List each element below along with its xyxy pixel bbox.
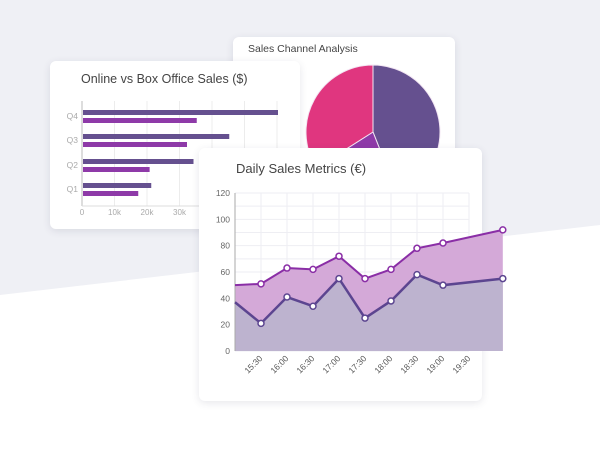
bar-y-tick: Q2 <box>67 160 79 170</box>
bar-x-tick: 30k <box>173 208 187 217</box>
bar-y-tick: Q4 <box>67 111 79 121</box>
bar-y-tick: Q3 <box>67 135 79 145</box>
bar-y-tick: Q1 <box>67 184 79 194</box>
pie-title: Sales Channel Analysis <box>248 43 358 55</box>
bar-q2-series1 <box>83 159 194 164</box>
bar-x-tick: 20k <box>141 208 155 217</box>
area-card: Daily Sales Metrics (€) <box>199 148 482 401</box>
bar-title: Online vs Box Office Sales ($) <box>81 72 248 86</box>
bar-x-tick: 10k <box>108 208 122 217</box>
bar-q2-series2 <box>83 167 150 172</box>
bar-q1-series2 <box>83 191 139 196</box>
area-title: Daily Sales Metrics (€) <box>236 161 367 176</box>
bar-q3-series2 <box>83 142 187 147</box>
bar-q1-series1 <box>83 183 152 188</box>
bar-q4-series2 <box>83 118 197 123</box>
bar-q3-series1 <box>83 134 230 139</box>
bar-q4-series1 <box>83 110 278 115</box>
bar-x-tick: 0 <box>80 208 85 217</box>
